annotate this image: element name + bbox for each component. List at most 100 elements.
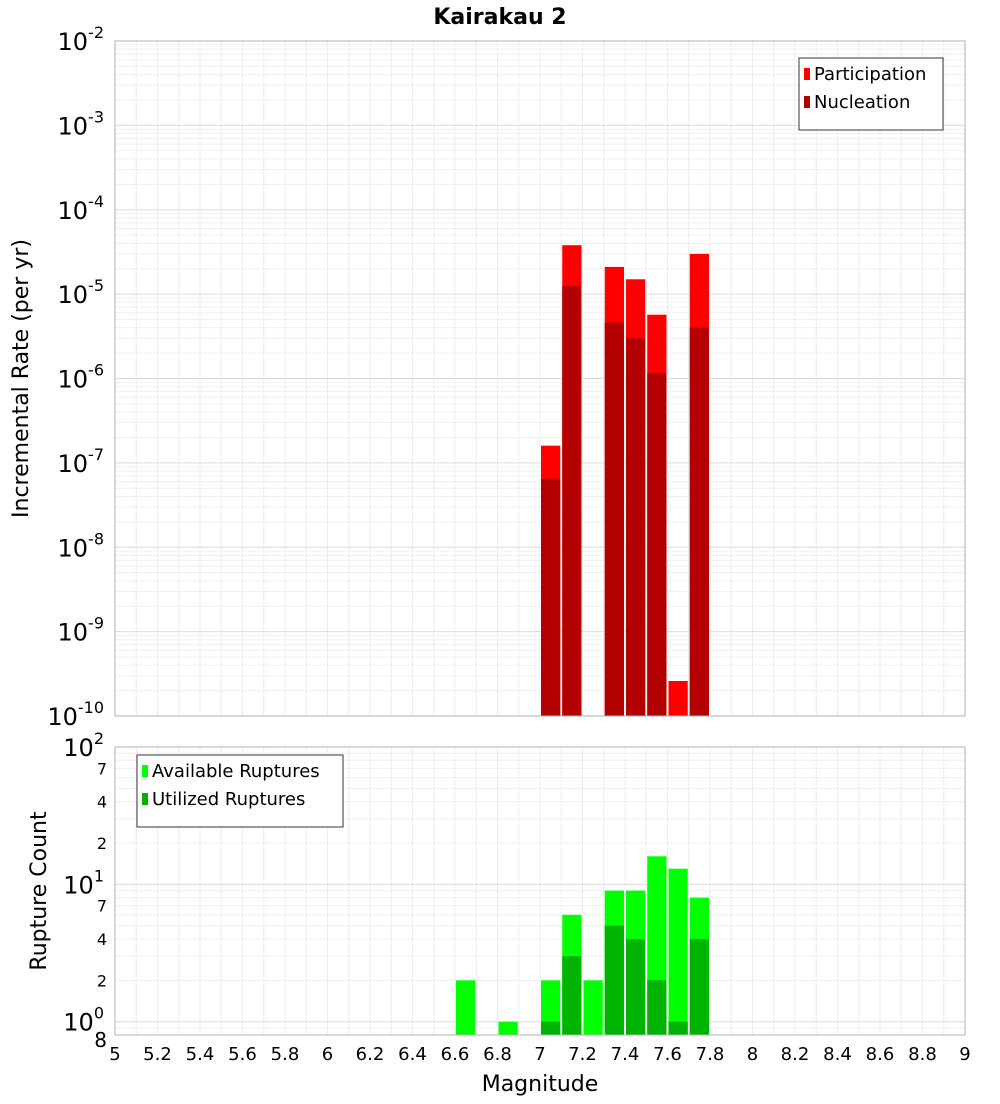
y-tick-label: 10-4 <box>58 192 105 225</box>
y-tick-base: 10 <box>63 734 94 762</box>
legend-swatch <box>804 96 810 108</box>
x-tick-label: 7 <box>534 1044 545 1065</box>
rupture-bar-series2 <box>626 939 646 1035</box>
y-tick-exponent: -8 <box>88 529 104 548</box>
y-tick-base: 10 <box>58 28 89 56</box>
y-tick-label: 10-6 <box>58 361 105 394</box>
y-tick-label: 10-5 <box>58 276 105 309</box>
legend-swatch <box>804 68 810 80</box>
y-minor-tick-label: 7 <box>97 897 107 916</box>
y-tick-base: 10 <box>58 619 89 647</box>
y-tick-exponent: -7 <box>88 445 104 464</box>
y-tick-label: 10-2 <box>58 23 105 56</box>
rupture-bar-series1 <box>456 980 476 1035</box>
x-tick-label: 7.2 <box>568 1044 597 1065</box>
y-tick-exponent: 2 <box>94 729 104 748</box>
y-tick-label: 10-3 <box>58 107 105 140</box>
x-tick-label: 5.2 <box>143 1044 172 1065</box>
y-tick-base: 10 <box>47 703 78 731</box>
y-tick-exponent: 1 <box>94 866 104 885</box>
y-tick-exponent: -10 <box>78 698 104 717</box>
bottom-legend-box <box>136 754 344 828</box>
y-axis-title-bottom: Rupture Count <box>27 811 52 971</box>
y-tick-label: 10-7 <box>58 445 105 478</box>
y-tick-base: 10 <box>58 197 89 225</box>
rate-bar-series2 <box>541 478 561 716</box>
y-tick-base: 10 <box>58 112 89 140</box>
x-tick-label: 6 <box>322 1044 333 1065</box>
y-tick-label: 102 <box>63 729 104 762</box>
y-tick-exponent: -2 <box>88 23 104 42</box>
x-tick-label: 6.4 <box>398 1044 427 1065</box>
y-tick-base: 10 <box>58 366 89 394</box>
rupture-bar-series2 <box>647 980 667 1035</box>
rate-bar-series1 <box>668 680 688 716</box>
legend-swatch <box>142 793 148 805</box>
x-axis-title: Magnitude <box>482 1072 599 1097</box>
y-tick-exponent: -3 <box>88 107 104 126</box>
x-tick-label: 5 <box>109 1044 120 1065</box>
y-tick-label: 10-9 <box>58 614 105 647</box>
y-minor-tick-label: 4 <box>97 930 107 949</box>
y-tick-exponent: -9 <box>88 614 104 633</box>
legend-label: Nucleation <box>814 92 910 113</box>
rupture-bar-series1 <box>583 980 603 1035</box>
x-tick-label: 5.6 <box>228 1044 257 1065</box>
y-tick-base: 10 <box>58 281 89 309</box>
x-tick-label: 6.2 <box>356 1044 385 1065</box>
y-tick-label: 100 <box>63 1004 104 1037</box>
y-tick-base: 10 <box>58 534 89 562</box>
rupture-bar-series2 <box>541 1021 561 1035</box>
x-tick-label: 7.6 <box>653 1044 682 1065</box>
x-tick-label: 6.8 <box>483 1044 512 1065</box>
rupture-bar-series2 <box>668 1021 688 1035</box>
x-tick-label: 6.6 <box>441 1044 470 1065</box>
top-plot-frame <box>114 40 966 717</box>
legend-swatch <box>142 765 148 777</box>
rupture-bar-series1 <box>498 1021 518 1035</box>
y-axis-title-top: Incremental Rate (per yr) <box>9 239 34 518</box>
rate-bar-series2 <box>689 327 709 716</box>
top-legend-box <box>798 57 944 131</box>
x-tick-label: 8.6 <box>866 1044 895 1065</box>
rate-bar-series2 <box>604 322 624 716</box>
rupture-bar-series1 <box>668 868 688 1035</box>
rupture-bar-series2 <box>604 925 624 1035</box>
y-minor-tick-label: 2 <box>97 834 107 853</box>
y-tick-base: 10 <box>58 450 89 478</box>
rupture-bar-series1 <box>541 980 561 1035</box>
y-tick-exponent: -5 <box>88 276 104 295</box>
x-tick-label: 8.2 <box>781 1044 810 1065</box>
y-tick-label: 10-8 <box>58 529 105 562</box>
legend-label: Utilized Ruptures <box>152 789 305 810</box>
x-tick-label: 8.4 <box>823 1044 852 1065</box>
y-tick-base: 10 <box>63 1009 94 1037</box>
y-tick-exponent: -6 <box>88 361 104 380</box>
y-tick-exponent: 0 <box>94 1004 104 1023</box>
x-tick-label: 5.4 <box>186 1044 215 1065</box>
x-tick-label: 7.4 <box>611 1044 640 1065</box>
legend-label: Participation <box>814 64 926 85</box>
y-tick-exponent: -4 <box>88 192 104 211</box>
x-tick-label: 8 <box>747 1044 758 1065</box>
rate-bar-series2 <box>626 338 646 716</box>
x-tick-label: 5.8 <box>271 1044 300 1065</box>
y-minor-tick-label: 8 <box>94 1028 107 1052</box>
chart-title: Kairakau 2 <box>433 5 566 30</box>
rupture-bar-series2 <box>689 939 709 1035</box>
y-tick-label: 101 <box>63 866 104 899</box>
y-tick-base: 10 <box>63 871 94 899</box>
rate-bar-series2 <box>647 373 667 716</box>
legend-label: Available Ruptures <box>152 761 320 782</box>
x-tick-label: 7.8 <box>696 1044 725 1065</box>
rupture-bar-series2 <box>562 956 582 1035</box>
bottom-plot-frame <box>114 746 966 1036</box>
y-minor-tick-label: 7 <box>97 759 107 778</box>
y-minor-tick-label: 2 <box>97 971 107 990</box>
x-tick-label: 9 <box>959 1044 970 1065</box>
y-minor-tick-label: 4 <box>97 793 107 812</box>
x-tick-label: 8.8 <box>908 1044 937 1065</box>
rate-bar-series2 <box>562 285 582 716</box>
